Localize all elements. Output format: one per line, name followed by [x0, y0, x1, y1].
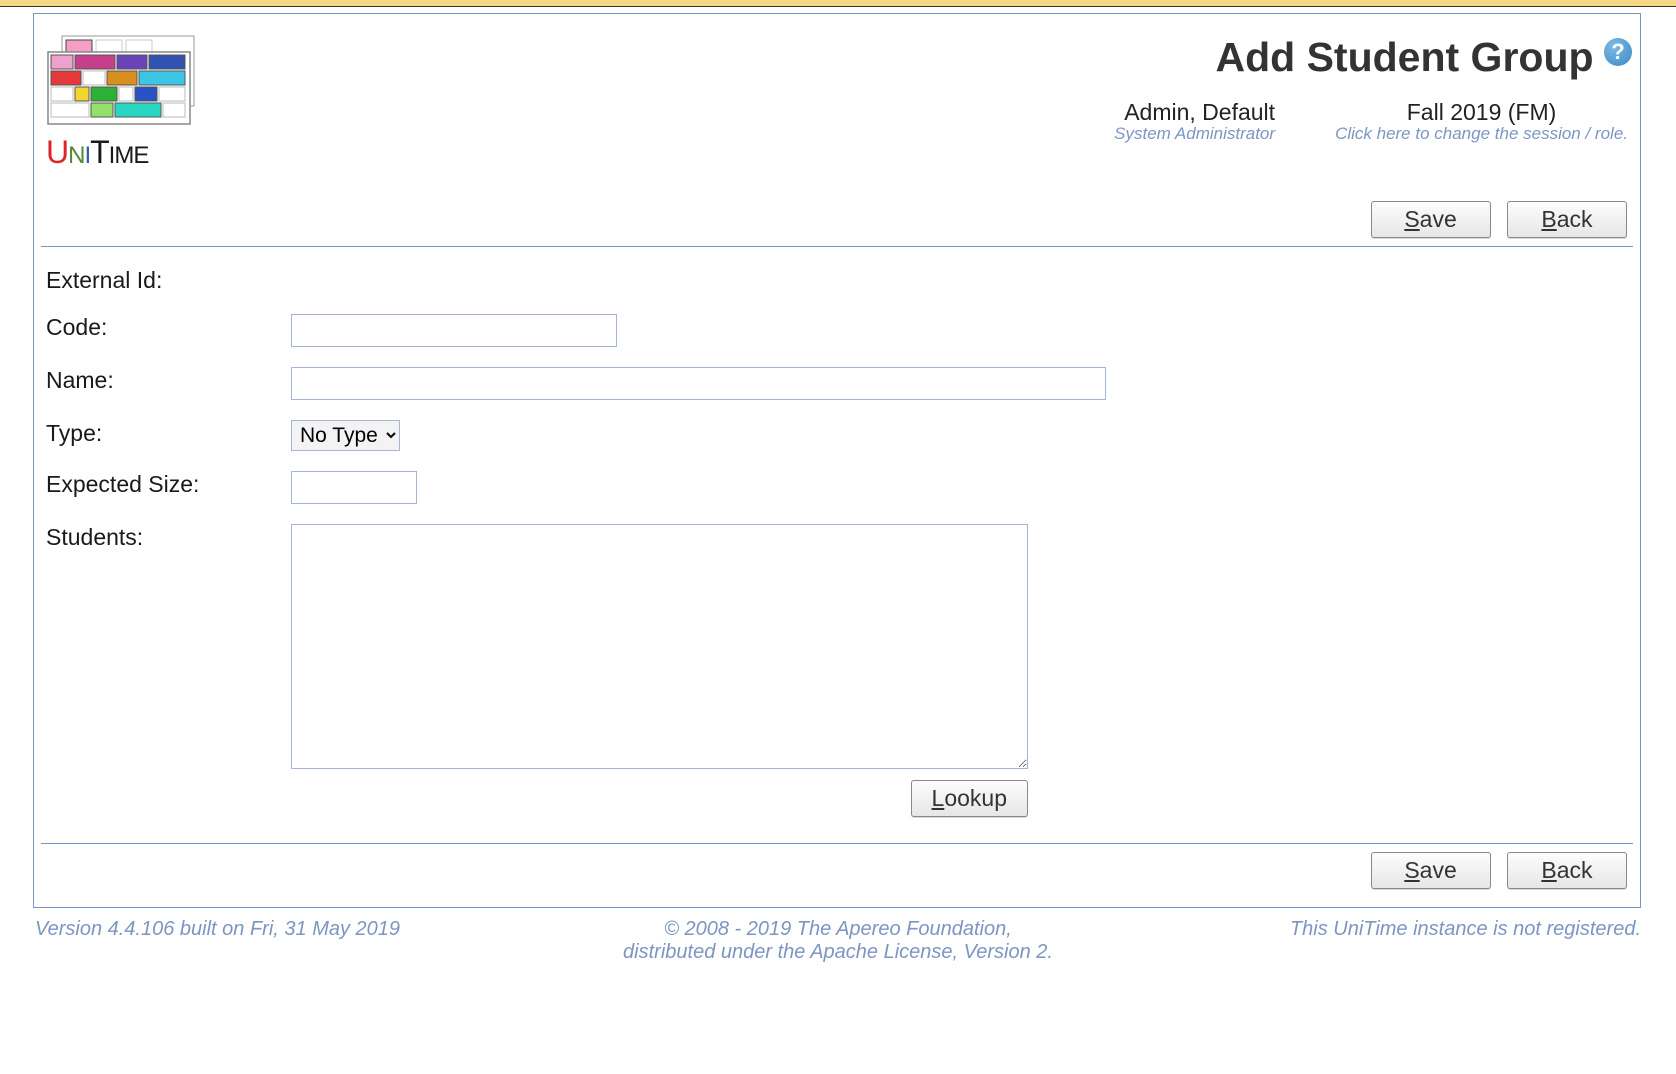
- lookup-mnemonic: L: [932, 785, 945, 811]
- name-input[interactable]: [291, 367, 1106, 400]
- main-container: UNITIME Add Student Group ? Admin, Defau…: [33, 13, 1641, 908]
- top-band: [0, 0, 1676, 7]
- footer-copyright-l1: © 2008 - 2019 The Apereo Foundation,: [664, 918, 1012, 940]
- form-area: External Id: Code: Name: Type: No Type: [34, 247, 1640, 827]
- back-mnemonic: B: [1541, 206, 1556, 232]
- row-expected-size: Expected Size:: [41, 461, 1633, 514]
- page-title: Add Student Group: [1215, 34, 1593, 81]
- user-block[interactable]: Admin, Default System Administrator: [1114, 99, 1275, 144]
- row-type: Type: No Type: [41, 410, 1633, 461]
- label-external-id: External Id:: [41, 267, 291, 294]
- code-input[interactable]: [291, 314, 617, 347]
- footer-registration: This UniTime instance is not registered.: [1211, 918, 1641, 964]
- students-textarea[interactable]: [291, 524, 1028, 769]
- back-button[interactable]: Back: [1507, 201, 1627, 238]
- lookup-button[interactable]: Lookup: [911, 780, 1028, 817]
- expected-size-input[interactable]: [291, 471, 417, 504]
- label-expected-size: Expected Size:: [41, 471, 291, 498]
- footer-row: Version 4.4.106 built on Fri, 31 May 201…: [0, 912, 1676, 964]
- logo-area[interactable]: UNITIME: [46, 34, 226, 171]
- row-students: Students: Lookup: [41, 514, 1633, 827]
- save-mnemonic: S: [1404, 206, 1419, 232]
- save-button-bottom[interactable]: Save: [1371, 852, 1491, 889]
- footer-copyright: © 2008 - 2019 The Apereo Foundation, dis…: [465, 918, 1211, 964]
- save-mnemonic-b: S: [1404, 857, 1419, 883]
- save-rest: ave: [1420, 206, 1457, 232]
- help-icon[interactable]: ?: [1604, 38, 1632, 66]
- save-rest-b: ave: [1420, 857, 1457, 883]
- footer-copyright-l2: distributed under the Apache License, Ve…: [623, 941, 1053, 963]
- save-button[interactable]: Save: [1371, 201, 1491, 238]
- back-mnemonic-b: B: [1541, 857, 1556, 883]
- session-name: Fall 2019 (FM): [1335, 99, 1628, 126]
- bottom-button-row: Save Back: [41, 844, 1633, 897]
- session-block[interactable]: Fall 2019 (FM) Click here to change the …: [1335, 99, 1628, 144]
- row-name: Name:: [41, 357, 1633, 410]
- label-code: Code:: [41, 314, 291, 341]
- back-rest-b: ack: [1557, 857, 1593, 883]
- back-rest: ack: [1557, 206, 1593, 232]
- top-button-row: Save Back: [41, 171, 1633, 247]
- lookup-rest: ookup: [944, 785, 1007, 811]
- label-name: Name:: [41, 367, 291, 394]
- footer-version: Version 4.4.106 built on Fri, 31 May 201…: [35, 918, 465, 964]
- session-hint: Click here to change the session / role.: [1335, 124, 1628, 144]
- type-select[interactable]: No Type: [291, 420, 400, 451]
- session-info-row: Admin, Default System Administrator Fall…: [226, 99, 1632, 144]
- row-external-id: External Id:: [41, 257, 1633, 304]
- label-type: Type:: [41, 420, 291, 447]
- user-name: Admin, Default: [1114, 99, 1275, 126]
- unitime-wordmark: UNITIME: [46, 134, 226, 171]
- row-code: Code:: [41, 304, 1633, 357]
- user-role: System Administrator: [1114, 124, 1275, 144]
- header-right: Add Student Group ? Admin, Default Syste…: [226, 34, 1634, 144]
- header-row: UNITIME Add Student Group ? Admin, Defau…: [34, 14, 1640, 171]
- back-button-bottom[interactable]: Back: [1507, 852, 1627, 889]
- unitime-logo-icon: [46, 34, 204, 126]
- lookup-row: Lookup: [291, 780, 1028, 817]
- label-students: Students:: [41, 524, 291, 551]
